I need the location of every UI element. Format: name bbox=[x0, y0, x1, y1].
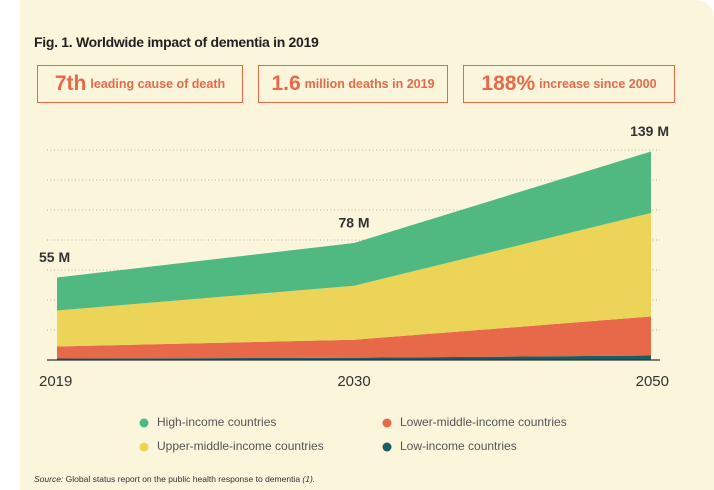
stat-label: leading cause of death bbox=[90, 77, 226, 91]
source-label: Source: bbox=[34, 474, 64, 484]
stat-label: million deaths in 2019 bbox=[304, 77, 435, 91]
total-label: 55 M bbox=[39, 249, 70, 265]
area-series bbox=[57, 151, 651, 311]
area-series bbox=[57, 316, 651, 359]
legend-label: Lower-middle-income countries bbox=[400, 415, 567, 429]
stat-label: increase since 2000 bbox=[539, 77, 657, 91]
source-ref: (1). bbox=[302, 474, 316, 484]
area-series bbox=[57, 213, 651, 347]
stat-box: 7th leading cause of death bbox=[37, 65, 243, 103]
stat-value: 7th bbox=[54, 72, 87, 95]
legend-marker bbox=[382, 418, 392, 428]
stat-box: 188% increase since 2000 bbox=[463, 65, 675, 103]
legend-label: Upper-middle-income countries bbox=[157, 439, 324, 453]
stat-value: 188% bbox=[481, 72, 536, 95]
source-text: Global status report on the public healt… bbox=[65, 474, 301, 484]
total-label: 139 M bbox=[630, 123, 669, 139]
x-tick-label: 2030 bbox=[337, 373, 370, 390]
source-note: Source: Global status report on the publ… bbox=[34, 474, 315, 484]
legend-label: Low-income countries bbox=[400, 439, 517, 453]
stat-box: 1.6 million deaths in 2019 bbox=[258, 65, 448, 103]
legend-marker bbox=[382, 442, 392, 452]
x-tick-label: 2050 bbox=[636, 373, 669, 390]
total-label: 78 M bbox=[338, 215, 369, 231]
legend-marker bbox=[139, 442, 149, 452]
x-tick-label: 2019 bbox=[39, 373, 72, 390]
stat-value: 1.6 bbox=[271, 72, 301, 95]
legend-marker bbox=[139, 418, 149, 428]
legend-label: High-income countries bbox=[157, 415, 276, 429]
figure-title: Fig. 1. Worldwide impact of dementia in … bbox=[34, 34, 319, 50]
